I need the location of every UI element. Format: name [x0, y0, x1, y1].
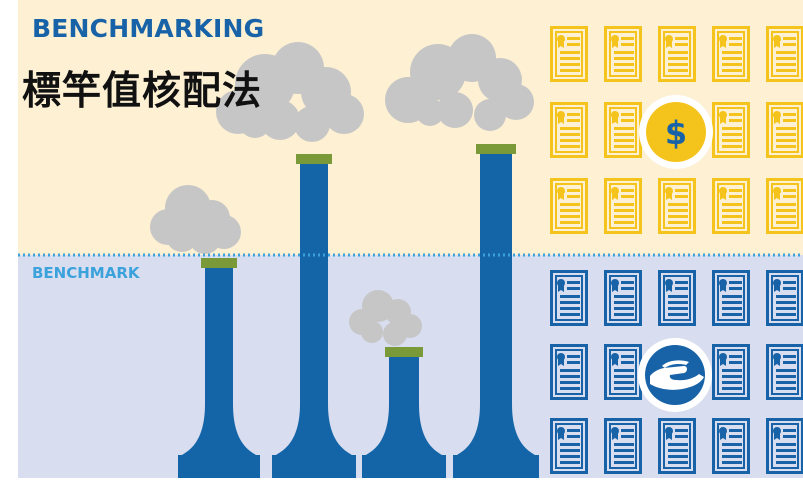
- certificate-icon: [550, 178, 588, 234]
- certificate-icon: [658, 270, 696, 326]
- certificate-icon: [604, 102, 642, 158]
- smoke-cloud-2: [216, 42, 364, 142]
- certificate-icon: [766, 102, 803, 158]
- title-chinese: 標竿值核配法: [22, 69, 263, 114]
- left-margin-strip: [0, 0, 18, 500]
- chimney-4: [453, 144, 539, 478]
- certificate-icon: [550, 344, 588, 400]
- benchmark-label: BENCHMARK: [32, 264, 140, 282]
- smoke-cloud-4: [385, 34, 534, 131]
- ground-strip: [0, 478, 803, 500]
- chimney-2: [272, 154, 356, 478]
- certificate-icon: [712, 178, 750, 234]
- certificate-icon: [712, 270, 750, 326]
- certificate-icon: [550, 26, 588, 82]
- title-english: BENCHMARKING: [32, 14, 265, 43]
- certificate-icon: [766, 270, 803, 326]
- certificate-icon: [604, 418, 642, 474]
- dollar-coin-icon: $: [639, 95, 713, 169]
- certificate-icon: [766, 418, 803, 474]
- chimney-3-cap: [385, 347, 423, 357]
- certificate-icon: [604, 178, 642, 234]
- certificate-icon: [658, 26, 696, 82]
- certificate-icon: [658, 178, 696, 234]
- chimney-1: [178, 258, 260, 478]
- certificate-icon: [712, 418, 750, 474]
- chimney-4-cap: [476, 144, 516, 154]
- dollar-symbol: $: [665, 114, 687, 152]
- certificate-icon: [712, 344, 750, 400]
- chimney-2-cap: [296, 154, 332, 164]
- chimney-1-cap: [201, 258, 237, 268]
- smoke-cloud-3: [349, 290, 422, 346]
- certificate-icon: [604, 270, 642, 326]
- smoke-cloud-1: [150, 185, 241, 254]
- certificate-icon: [604, 26, 642, 82]
- chimney-3: [362, 347, 446, 478]
- giving-hand-icon: [638, 338, 712, 412]
- certificate-icon: [712, 102, 750, 158]
- certificate-icon: [550, 270, 588, 326]
- certificate-icon: [658, 418, 696, 474]
- certificate-icon: [712, 26, 750, 82]
- certificate-icon: [550, 102, 588, 158]
- certificate-icon: [550, 418, 588, 474]
